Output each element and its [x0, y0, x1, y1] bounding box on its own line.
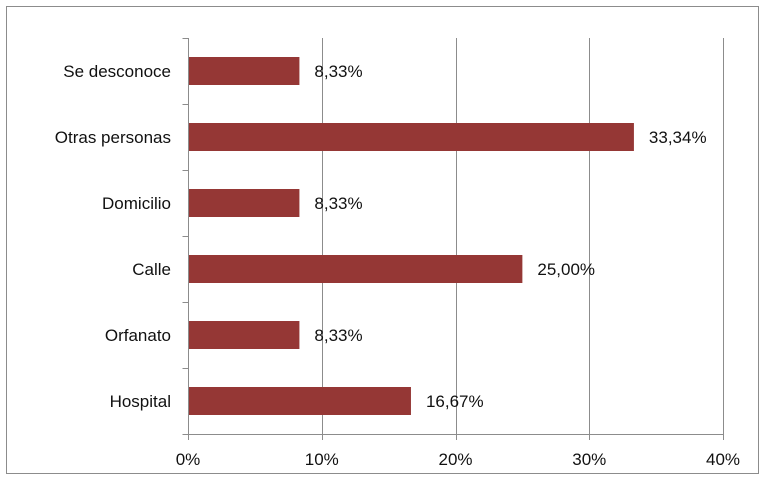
gridlines [322, 38, 724, 434]
category-label: Calle [132, 260, 171, 279]
bar [189, 123, 634, 151]
bar [189, 255, 523, 283]
category-label: Se desconoce [63, 62, 171, 81]
data-label: 33,34% [649, 128, 707, 147]
bar [189, 57, 300, 85]
x-tick-label: 40% [706, 450, 740, 469]
bars [189, 57, 634, 415]
bar [189, 387, 411, 415]
category-label: Orfanato [105, 326, 171, 345]
x-tick-label: 10% [305, 450, 339, 469]
bar [189, 321, 300, 349]
bar [189, 189, 300, 217]
data-label: 8,33% [314, 326, 362, 345]
x-tick-label: 30% [572, 450, 606, 469]
x-tick-label: 20% [438, 450, 472, 469]
labels: 0% 10% 20% 30% 40% Se desconoce 8,33% Otras per… [55, 62, 740, 469]
data-label: 8,33% [314, 194, 362, 213]
category-label: Domicilio [102, 194, 171, 213]
x-tick-label: 0% [176, 450, 201, 469]
data-label: 16,67% [426, 392, 484, 411]
axes [182, 38, 724, 440]
data-label: 8,33% [314, 62, 362, 81]
data-label: 25,00% [537, 260, 595, 279]
category-label: Otras personas [55, 128, 171, 147]
category-label: Hospital [110, 392, 171, 411]
